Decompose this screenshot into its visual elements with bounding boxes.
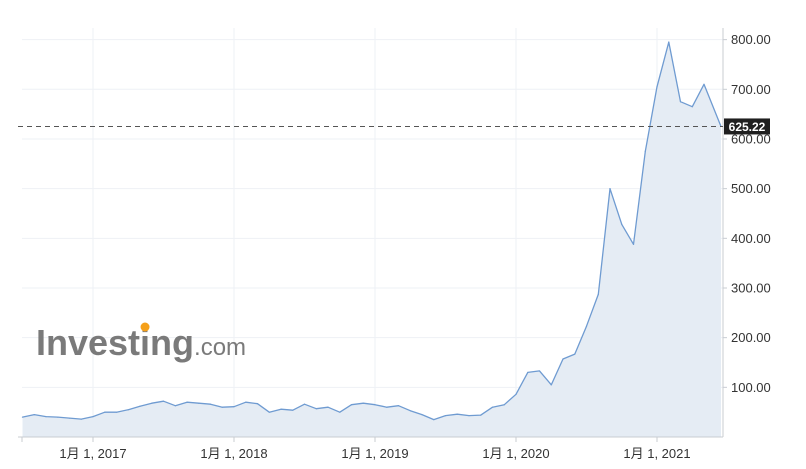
data-point bbox=[386, 407, 387, 408]
data-point bbox=[57, 417, 58, 418]
data-point bbox=[574, 353, 575, 354]
x-tick-label: 1月 1, 2020 bbox=[482, 446, 549, 461]
series-area bbox=[22, 42, 721, 437]
data-point bbox=[539, 370, 540, 371]
data-point bbox=[69, 418, 70, 419]
data-point bbox=[680, 101, 681, 102]
data-point bbox=[457, 414, 458, 415]
data-point bbox=[492, 407, 493, 408]
data-point bbox=[527, 372, 528, 373]
x-tick-label: 1月 1, 2018 bbox=[200, 446, 267, 461]
data-point bbox=[163, 401, 164, 402]
data-point bbox=[598, 294, 599, 295]
data-point bbox=[339, 412, 340, 413]
y-tick-label: 100.00 bbox=[731, 380, 771, 395]
data-point bbox=[327, 407, 328, 408]
data-point bbox=[245, 402, 246, 403]
data-point bbox=[645, 151, 646, 152]
data-point bbox=[703, 84, 704, 85]
data-point bbox=[116, 412, 117, 413]
data-point bbox=[222, 407, 223, 408]
y-tick-label: 300.00 bbox=[731, 280, 771, 295]
data-point bbox=[198, 403, 199, 404]
x-tick-label: 1月 1, 2017 bbox=[59, 446, 126, 461]
y-tick-label: 800.00 bbox=[731, 32, 771, 47]
watermark-i-dot bbox=[141, 323, 150, 332]
data-point bbox=[504, 404, 505, 405]
data-point bbox=[656, 86, 657, 87]
y-tick-label: 500.00 bbox=[731, 181, 771, 196]
data-point bbox=[433, 419, 434, 420]
data-point bbox=[351, 404, 352, 405]
data-point bbox=[257, 403, 258, 404]
data-point bbox=[445, 415, 446, 416]
y-tick-label: 200.00 bbox=[731, 330, 771, 345]
data-point bbox=[398, 405, 399, 406]
y-tick-label: 400.00 bbox=[731, 231, 771, 246]
data-point bbox=[468, 415, 469, 416]
data-point bbox=[609, 188, 610, 189]
data-point bbox=[374, 404, 375, 405]
data-point bbox=[151, 403, 152, 404]
y-tick-label: 700.00 bbox=[731, 82, 771, 97]
data-point bbox=[692, 106, 693, 107]
data-point bbox=[81, 419, 82, 420]
x-tick-label: 1月 1, 2021 bbox=[623, 446, 690, 461]
data-point bbox=[551, 384, 552, 385]
data-point bbox=[92, 416, 93, 417]
last-price-label: 625.22 bbox=[729, 120, 766, 134]
data-point bbox=[139, 406, 140, 407]
data-point bbox=[186, 402, 187, 403]
data-point bbox=[515, 394, 516, 395]
data-point bbox=[104, 412, 105, 413]
data-point bbox=[621, 224, 622, 225]
series-area-fill bbox=[23, 42, 722, 437]
data-point bbox=[421, 414, 422, 415]
watermark-domain: .com bbox=[194, 334, 246, 361]
data-point bbox=[34, 414, 35, 415]
data-point bbox=[562, 358, 563, 359]
data-point bbox=[210, 404, 211, 405]
watermark: Investing.com bbox=[36, 322, 246, 363]
data-point bbox=[633, 244, 634, 245]
data-point bbox=[363, 403, 364, 404]
data-point bbox=[269, 412, 270, 413]
data-point bbox=[316, 408, 317, 409]
data-point bbox=[128, 409, 129, 410]
data-point bbox=[280, 409, 281, 410]
data-point bbox=[410, 410, 411, 411]
x-tick-label: 1月 1, 2019 bbox=[341, 446, 408, 461]
data-point bbox=[233, 406, 234, 407]
data-point bbox=[586, 326, 587, 327]
data-point bbox=[175, 405, 176, 406]
data-point bbox=[292, 410, 293, 411]
data-point bbox=[45, 416, 46, 417]
watermark-brand: Investing bbox=[36, 322, 194, 363]
data-point bbox=[480, 415, 481, 416]
data-point bbox=[304, 404, 305, 405]
data-point bbox=[22, 417, 23, 418]
data-point bbox=[668, 42, 669, 43]
